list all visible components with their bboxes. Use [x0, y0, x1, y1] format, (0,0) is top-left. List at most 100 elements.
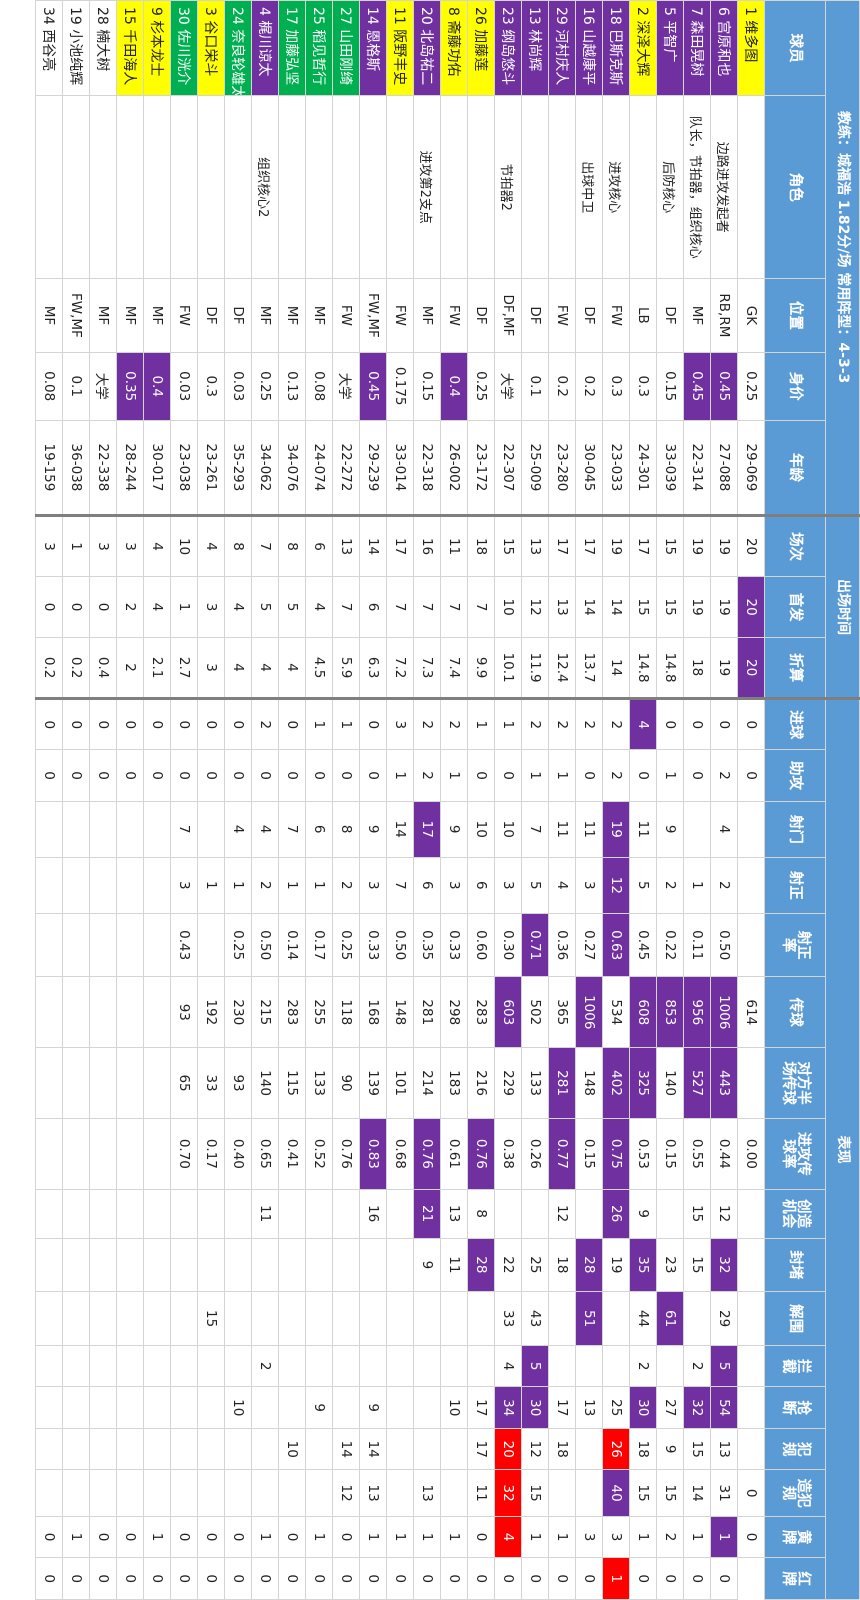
cell-身价: 0.1 [62, 352, 90, 421]
cell-首发: 12 [521, 576, 549, 638]
cell-创造机会 [386, 1189, 414, 1239]
cell-造犯规 [143, 1469, 171, 1517]
cell-对方半场传球: 139 [359, 1047, 387, 1119]
cell-位置: FW [440, 278, 468, 353]
cell-造犯规: 0 [737, 1469, 765, 1517]
cell-抢断: 34 [494, 1386, 522, 1429]
cell-解围 [224, 1291, 252, 1346]
cell-射正: 5 [521, 857, 549, 914]
cell-封堵: 35 [629, 1238, 657, 1292]
cell-对方半场传球 [143, 1047, 171, 1119]
cell-身价: 大学 [494, 352, 522, 421]
cell-抢断 [62, 1386, 90, 1429]
cell-位置: MF [35, 278, 63, 353]
cell-折算: 14 [602, 637, 630, 699]
cell-红牌: 0 [656, 1557, 684, 1600]
cell-创造机会: 8 [467, 1189, 495, 1239]
cell-封堵: 28 [467, 1238, 495, 1292]
cell-进攻传球率: 0.55 [683, 1118, 711, 1190]
cell-对方半场传球: 115 [278, 1047, 306, 1119]
cell-角色 [89, 95, 117, 279]
cell-黄牌: 0 [35, 1516, 63, 1558]
cell-场次: 19 [710, 515, 738, 577]
cell-首发: 7 [440, 576, 468, 638]
cell-射门 [89, 801, 117, 858]
cell-进攻传球率: 0.76 [467, 1118, 495, 1190]
cell-位置: FW [386, 278, 414, 353]
cell-年龄: 23-172 [467, 420, 495, 516]
column-header-label: 身价 [787, 371, 804, 401]
cell-拦截 [197, 1345, 225, 1387]
cell-拦截 [35, 1345, 63, 1387]
cell-造犯规 [62, 1469, 90, 1517]
cell-射正: 1 [224, 857, 252, 914]
cell-抢断 [89, 1386, 117, 1429]
cell-射正率 [35, 913, 63, 977]
cell-黄牌: 4 [494, 1516, 522, 1558]
cell-角色 [62, 95, 90, 279]
cell-首发: 14 [575, 576, 603, 638]
table-row: 18 巴斯克斯 进攻核心 FW 0.3 23-033 19 14 14 2 2 19 12 0.63 53… [602, 0, 630, 1600]
cell-对方半场传球: 402 [602, 1047, 630, 1119]
column-header-row: 球员 角色 位置 身价 年龄 场次 首发 折算 进球 助攻 射门 射正 射正率传球 对方半 场传球 进攻传 球率… [764, 0, 826, 1600]
column-header: 抢断 [764, 1386, 826, 1429]
cell-射门: 11 [548, 801, 576, 858]
cell-位置: MF [683, 278, 711, 353]
cell-年龄: 27-088 [710, 420, 738, 516]
cell-年龄: 24-074 [305, 420, 333, 516]
cell-折算: 14.8 [629, 637, 657, 699]
cell-拦截 [305, 1345, 333, 1387]
cell-对方半场传球: 140 [656, 1047, 684, 1119]
cell-身价: 0.08 [305, 352, 333, 421]
cell-助攻: 0 [737, 749, 765, 802]
cell-射正: 3 [494, 857, 522, 914]
player-name: 6 宫原和也 [710, 0, 738, 96]
cell-进球: 0 [89, 698, 117, 750]
table-row: 17 加藤弘坚 MF 0.13 34-076 8 5 4 0 0 7 1 0.14 283 115 0.41… [278, 0, 306, 1600]
cell-射门: 11 [629, 801, 657, 858]
cell-对方半场传球 [62, 1047, 90, 1119]
column-header: 封堵 [764, 1238, 826, 1292]
cell-首发: 4 [224, 576, 252, 638]
cell-射正率: 0.11 [683, 913, 711, 977]
table-row: 19 小池纯辉 FW,MF 0.1 36-038 1 0 0.2 0 0 1 0 [62, 0, 90, 1600]
cell-进球: 3 [386, 698, 414, 750]
cell-封堵: 11 [440, 1238, 468, 1292]
cell-进球: 0 [683, 698, 711, 750]
player-name: 29 河村庆人 [548, 0, 576, 96]
cell-创造机会 [278, 1189, 306, 1239]
cell-年龄: 19-159 [35, 420, 63, 516]
cell-角色: 队长，节拍器，组织核心 [683, 95, 711, 279]
cell-位置: DF [656, 278, 684, 353]
table-row: 28 楠大树 MF 大学 22-338 3 0 0.4 0 0 0 0 [89, 0, 117, 1600]
cell-拦截: 5 [710, 1345, 738, 1387]
cell-黄牌: 1 [683, 1516, 711, 1558]
cell-身价: 0.2 [548, 352, 576, 421]
cell-传球 [35, 976, 63, 1048]
cell-封堵: 25 [521, 1238, 549, 1292]
cell-拦截: 2 [629, 1345, 657, 1387]
cell-射正率: 0.33 [440, 913, 468, 977]
cell-射门: 4 [710, 801, 738, 858]
cell-拦截: 2 [683, 1345, 711, 1387]
cell-射门: 19 [602, 801, 630, 858]
column-header: 助攻 [764, 749, 826, 802]
cell-犯规: 10 [278, 1428, 306, 1470]
cell-进球: 0 [143, 698, 171, 750]
cell-抢断: 10 [440, 1386, 468, 1429]
cell-红牌: 0 [170, 1557, 198, 1600]
cell-射正率 [89, 913, 117, 977]
table-row: 6 宫原和也 边路进攻发起者 RB,RM 0.45 27-088 19 19 19 0 2 4 2 0.… [710, 0, 738, 1600]
cell-犯规 [251, 1428, 279, 1470]
cell-造犯规: 11 [467, 1469, 495, 1517]
cell-抢断: 30 [629, 1386, 657, 1429]
cell-首发: 6 [359, 576, 387, 638]
cell-对方半场传球: 90 [332, 1047, 360, 1119]
cell-位置: DF [521, 278, 549, 353]
cell-创造机会 [116, 1189, 144, 1239]
column-header-label: 黄 [795, 1529, 811, 1545]
cell-封堵 [305, 1238, 333, 1292]
cell-对方半场传球: 65 [170, 1047, 198, 1119]
cell-拦截 [548, 1345, 576, 1387]
